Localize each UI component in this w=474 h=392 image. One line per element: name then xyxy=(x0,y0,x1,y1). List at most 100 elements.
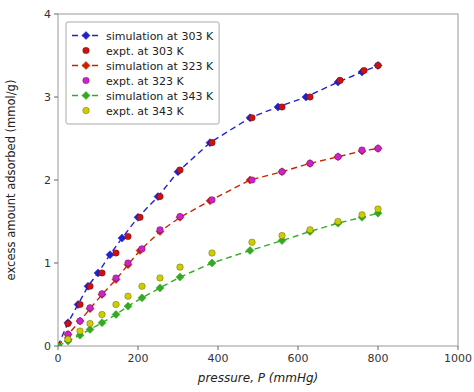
line-marker xyxy=(306,227,314,235)
scatter-point xyxy=(125,260,132,267)
y-tick-label: 4 xyxy=(44,8,51,21)
y-tick-label: 0 xyxy=(44,340,51,353)
series-line xyxy=(58,148,378,346)
y-tick xyxy=(54,346,58,347)
line-marker xyxy=(176,213,184,221)
line-marker xyxy=(246,247,254,255)
legend-marker xyxy=(82,92,90,100)
scatter-point xyxy=(375,145,382,152)
x-axis-label: pressure, P (mmHg) xyxy=(197,371,318,385)
legend-marker xyxy=(83,107,90,114)
x-tick-label: 600 xyxy=(288,352,309,365)
x-tick xyxy=(58,346,59,350)
legend-label: simulation at 343 K xyxy=(106,90,214,103)
scatter-point xyxy=(177,264,184,271)
line-marker xyxy=(124,261,132,269)
line-marker xyxy=(306,159,314,167)
scatter-point xyxy=(125,293,132,300)
x-tick xyxy=(378,346,379,350)
scatter-point xyxy=(335,218,342,225)
scatter-point xyxy=(307,227,314,234)
y-tick xyxy=(54,180,58,181)
scatter-point xyxy=(113,275,120,282)
legend: simulation at 303 K expt. at 303 K simulat… xyxy=(66,22,219,124)
y-tick xyxy=(54,14,58,15)
scatter-point xyxy=(307,160,314,167)
scatter-point xyxy=(125,233,132,240)
scatter-point xyxy=(139,246,146,253)
scatter-point xyxy=(209,250,216,257)
legend-frame xyxy=(66,22,219,124)
y-tick xyxy=(54,97,58,98)
y-tick-label: 3 xyxy=(44,91,51,104)
line-marker xyxy=(98,319,106,327)
scatter-point xyxy=(87,320,94,327)
scatter-point xyxy=(375,206,382,213)
scatter-point xyxy=(157,275,164,282)
x-tick-label: 400 xyxy=(208,352,229,365)
legend-label: expt. at 303 K xyxy=(106,45,184,58)
scatter-point xyxy=(177,213,184,220)
legend-marker xyxy=(82,32,90,40)
x-tick xyxy=(218,346,219,350)
line-marker xyxy=(374,144,382,152)
scatter-point xyxy=(99,290,106,297)
scatter-point xyxy=(87,283,94,290)
line-marker xyxy=(86,305,94,313)
plot-frame xyxy=(58,14,458,346)
legend-label: simulation at 303 K xyxy=(106,30,214,43)
scatter-point xyxy=(337,77,344,84)
line-marker xyxy=(138,294,146,302)
line-marker xyxy=(58,342,62,346)
scatter-point xyxy=(307,94,314,101)
line-marker xyxy=(334,219,342,227)
legend-label: expt. at 343 K xyxy=(106,105,184,118)
scatter-point xyxy=(139,283,146,290)
x-tick-label: 0 xyxy=(55,352,62,365)
line-marker xyxy=(112,310,120,318)
scatter-point xyxy=(375,62,382,69)
line-marker xyxy=(124,302,132,310)
x-tick xyxy=(138,346,139,350)
scatter-point xyxy=(279,168,286,175)
legend-marker xyxy=(82,62,90,70)
scatter-point xyxy=(335,153,342,160)
scatter-point xyxy=(99,311,106,318)
x-tick xyxy=(458,346,459,350)
scatter-point xyxy=(177,167,184,174)
y-tick-label: 2 xyxy=(44,174,51,187)
scatter-point xyxy=(157,227,164,234)
scatter-point xyxy=(99,270,106,277)
line-marker xyxy=(358,147,366,155)
scatter-point xyxy=(249,177,256,184)
scatter-point xyxy=(209,197,216,204)
legend-label: simulation at 323 K xyxy=(106,60,214,73)
line-marker xyxy=(156,284,164,292)
line-marker xyxy=(112,276,120,284)
line-marker xyxy=(76,317,84,325)
scatter-point xyxy=(279,232,286,239)
plot-area xyxy=(58,61,382,346)
line-marker xyxy=(156,227,164,235)
y-tick xyxy=(54,263,58,264)
scatter-point xyxy=(77,328,84,335)
scatter-point xyxy=(113,250,120,257)
scatter-point xyxy=(249,114,256,121)
scatter-point xyxy=(77,318,84,325)
scatter-point xyxy=(359,212,366,219)
scatter-point xyxy=(113,301,120,308)
scatter-point xyxy=(279,104,286,111)
line-marker xyxy=(334,153,342,161)
scatter-point xyxy=(137,214,144,221)
line-marker xyxy=(64,319,72,327)
legend-marker xyxy=(83,77,90,84)
x-tick-label: 1000 xyxy=(444,352,472,365)
line-marker xyxy=(64,337,72,345)
scatter-point xyxy=(209,139,216,146)
y-tick-label: 1 xyxy=(44,257,51,270)
line-marker xyxy=(278,168,286,176)
series-line xyxy=(58,213,378,346)
scatter-point xyxy=(359,147,366,154)
scatter-point xyxy=(65,336,72,343)
scatter-point xyxy=(361,67,368,74)
